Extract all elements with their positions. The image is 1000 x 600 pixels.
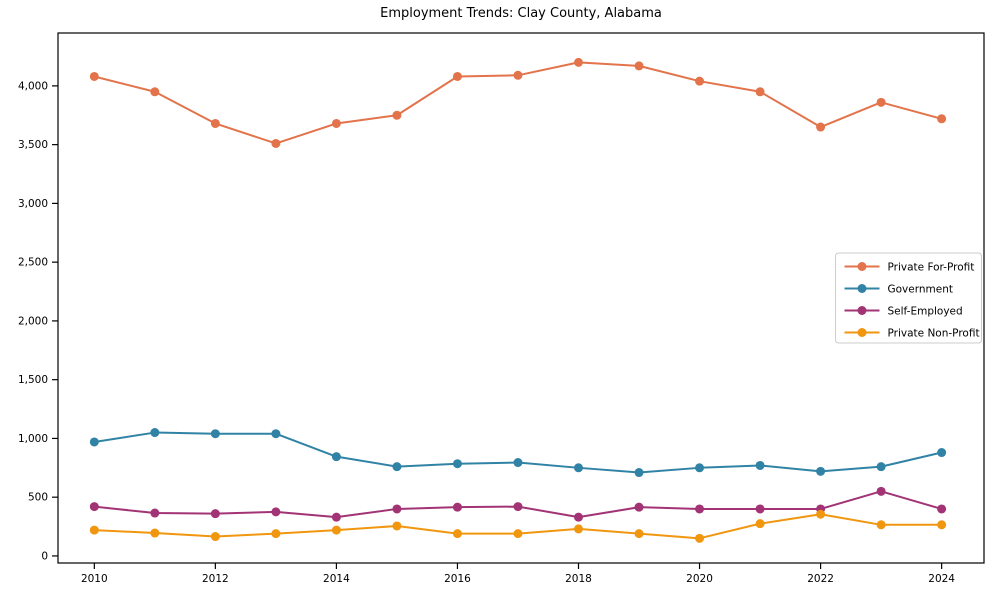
data-point-private-for-profit-2024 — [937, 114, 947, 124]
data-point-self-employed-2020 — [695, 504, 705, 514]
data-point-government-2018 — [573, 463, 583, 473]
data-point-private-for-profit-2015 — [392, 110, 402, 120]
data-point-government-2016 — [452, 459, 462, 469]
data-point-self-employed-2017 — [513, 502, 523, 512]
chart-title: Employment Trends: Clay County, Alabama — [380, 6, 662, 21]
data-point-private-for-profit-2019 — [634, 61, 644, 71]
legend-label: Private Non-Profit — [888, 327, 980, 339]
data-point-private-non-profit-2011 — [150, 528, 160, 538]
data-point-self-employed-2021 — [755, 504, 765, 514]
plot-border — [57, 32, 985, 564]
data-point-self-employed-2018 — [573, 512, 583, 522]
y-tick-label: 2,000 — [18, 315, 48, 327]
data-point-private-for-profit-2010 — [89, 71, 99, 81]
data-point-private-non-profit-2019 — [634, 529, 644, 539]
data-point-private-non-profit-2013 — [271, 529, 281, 539]
data-point-self-employed-2012 — [210, 509, 220, 519]
data-point-private-non-profit-2024 — [937, 520, 947, 530]
data-point-private-for-profit-2018 — [573, 57, 583, 67]
y-tick-label: 500 — [28, 492, 48, 504]
data-point-government-2010 — [89, 437, 99, 447]
y-tick-label: 4,000 — [18, 80, 48, 92]
y-tick-label: 0 — [41, 550, 48, 562]
data-point-private-non-profit-2012 — [210, 532, 220, 542]
data-point-private-for-profit-2012 — [210, 118, 220, 128]
data-point-private-non-profit-2017 — [513, 529, 523, 539]
data-point-private-for-profit-2022 — [816, 122, 826, 132]
data-point-private-for-profit-2011 — [150, 87, 160, 97]
data-point-private-non-profit-2020 — [695, 533, 705, 543]
y-tick-label: 1,500 — [18, 374, 48, 386]
data-point-self-employed-2024 — [937, 504, 947, 514]
legend-box — [835, 252, 982, 344]
legend-label: Self-Employed — [888, 305, 963, 317]
y-tick-label: 3,500 — [18, 139, 48, 151]
y-tick-label: 2,500 — [18, 257, 48, 269]
data-point-self-employed-2011 — [150, 508, 160, 518]
y-tick-label: 3,000 — [18, 198, 48, 210]
x-tick-label: 2016 — [444, 573, 471, 585]
data-point-private-for-profit-2020 — [695, 76, 705, 86]
x-tick-label: 2010 — [81, 573, 108, 585]
data-point-self-employed-2010 — [89, 502, 99, 512]
data-point-self-employed-2016 — [452, 502, 462, 512]
data-point-self-employed-2023 — [876, 486, 886, 496]
x-tick-label: 2022 — [807, 573, 834, 585]
data-point-self-employed-2015 — [392, 504, 402, 514]
data-point-private-for-profit-2016 — [452, 71, 462, 81]
data-point-government-2023 — [876, 462, 886, 472]
data-point-government-2022 — [816, 466, 826, 476]
data-point-government-2011 — [150, 428, 160, 438]
data-point-private-for-profit-2021 — [755, 87, 765, 97]
data-point-private-non-profit-2015 — [392, 521, 402, 531]
legend-marker — [857, 328, 867, 337]
data-point-government-2013 — [271, 429, 281, 439]
data-point-private-non-profit-2021 — [755, 519, 765, 529]
data-point-government-2014 — [331, 452, 341, 462]
data-point-government-2020 — [695, 463, 705, 473]
y-tick-label: 1,000 — [18, 433, 48, 445]
legend-label: Private For-Profit — [888, 261, 975, 273]
data-point-private-non-profit-2010 — [89, 525, 99, 535]
data-point-private-non-profit-2022 — [816, 509, 826, 519]
data-point-government-2012 — [210, 429, 220, 439]
data-point-government-2019 — [634, 468, 644, 478]
data-point-government-2017 — [513, 458, 523, 468]
data-point-private-for-profit-2013 — [271, 138, 281, 148]
x-tick-label: 2014 — [323, 573, 350, 585]
data-point-private-non-profit-2023 — [876, 520, 886, 530]
data-point-private-non-profit-2014 — [331, 525, 341, 535]
data-point-government-2024 — [937, 448, 947, 458]
legend-marker — [857, 306, 867, 315]
data-point-self-employed-2014 — [331, 512, 341, 522]
data-point-private-non-profit-2016 — [452, 529, 462, 539]
data-point-private-for-profit-2023 — [876, 97, 886, 107]
data-point-private-non-profit-2018 — [573, 524, 583, 534]
x-tick-label: 2020 — [686, 573, 713, 585]
legend-marker — [857, 284, 867, 293]
x-tick-label: 2012 — [202, 573, 229, 585]
x-tick-label: 2024 — [928, 573, 955, 585]
data-point-self-employed-2019 — [634, 502, 644, 512]
data-point-private-for-profit-2017 — [513, 70, 523, 80]
data-point-government-2021 — [755, 460, 765, 470]
data-point-self-employed-2013 — [271, 507, 281, 517]
legend-marker — [857, 262, 867, 271]
data-point-government-2015 — [392, 462, 402, 472]
legend-label: Government — [888, 283, 953, 295]
x-tick-label: 2018 — [565, 573, 592, 585]
data-point-private-for-profit-2014 — [331, 118, 341, 128]
